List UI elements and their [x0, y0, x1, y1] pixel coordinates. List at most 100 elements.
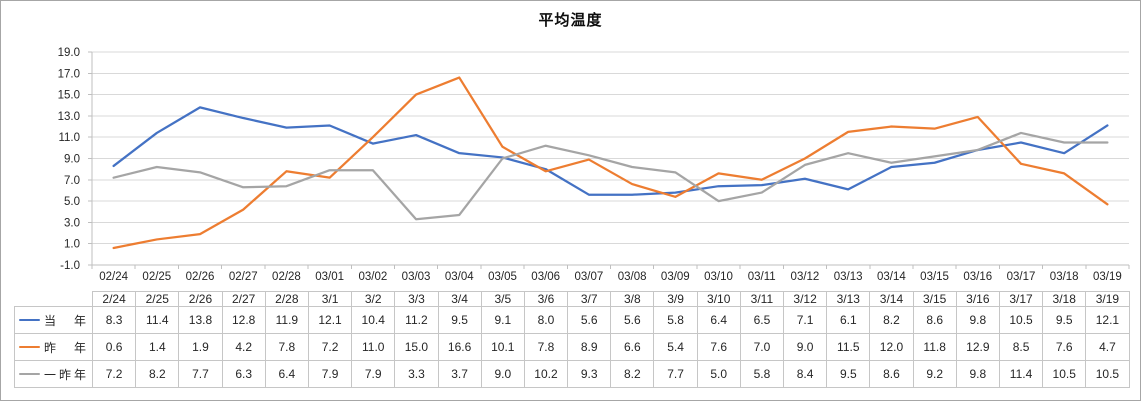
- table-col-header: 3/10: [696, 291, 741, 307]
- table-cell: 7.6: [696, 333, 741, 361]
- y-axis-label: -1.0: [60, 260, 80, 272]
- table-cell: 10.2: [523, 360, 569, 388]
- y-axis-label: 9.0: [64, 154, 80, 166]
- table-cell: 10.1: [480, 333, 525, 361]
- table-cell: 16.6: [437, 333, 482, 361]
- table-cell: 0.6: [91, 333, 137, 361]
- x-axis-label: 03/11: [748, 271, 776, 283]
- table-cell: 8.6: [912, 306, 957, 334]
- table-col-header: 3/2: [351, 291, 396, 307]
- table-col-header: 2/27: [221, 291, 266, 307]
- table-col-header: 2/28: [264, 291, 309, 307]
- table-col-header: 2/26: [178, 291, 223, 307]
- table-col-header: 3/15: [912, 291, 957, 307]
- x-axis-label: 02/26: [186, 271, 215, 283]
- table-cell: 11.4: [135, 306, 180, 334]
- line-chart-plot: 19.0 17.0 15.0 13.0 11.0 9.0 7.0 5.0 3.0 1.0 -1.0 0…: [58, 47, 1130, 283]
- table-col-header: 3/3: [394, 291, 439, 307]
- table-cell: 3.7: [437, 360, 482, 388]
- table-header-row: 2/24 2/25 2/26 2/27 2/28 3/1 3/2 3/3 3/4 3/5 3/6 3/…: [14, 291, 1130, 307]
- table-cell: 11.0: [351, 333, 396, 361]
- table-cell: 5.4: [653, 333, 698, 361]
- legend-cell: 当年: [14, 306, 93, 334]
- table-cell: 3.3: [394, 360, 439, 388]
- table-cell: 8.9: [567, 333, 612, 361]
- table-cell: 7.9: [351, 360, 396, 388]
- table-col-header: 3/7: [567, 291, 612, 307]
- chart-data-table: 2/24 2/25 2/26 2/27 2/28 3/1 3/2 3/3 3/4 3/5 3/6 3/…: [14, 291, 1130, 388]
- table-cell: 8.3: [91, 306, 137, 334]
- table-col-header: 3/12: [782, 291, 828, 307]
- legend-key-line: [19, 372, 40, 376]
- table-cell: 7.8: [264, 333, 309, 361]
- x-axis-label: 02/27: [229, 271, 258, 283]
- y-axis-label: 19.0: [58, 47, 80, 59]
- y-axis-label: 7.0: [64, 175, 80, 187]
- table-cell: 6.3: [221, 360, 266, 388]
- table-cell: 6.4: [696, 306, 741, 334]
- x-axis-label: 03/06: [531, 271, 560, 283]
- chart-title: 平均温度: [538, 12, 603, 29]
- x-axis-label: 02/24: [99, 271, 128, 283]
- x-axis-label: 03/05: [488, 271, 517, 283]
- table-cell: 4.7: [1085, 333, 1130, 361]
- table-cell: 15.0: [394, 333, 439, 361]
- table-cell: 7.8: [523, 333, 569, 361]
- x-axis-label: 02/28: [272, 271, 301, 283]
- legend-label: 当年: [44, 313, 86, 328]
- table-col-header: 3/8: [610, 291, 655, 307]
- x-axis-label: 03/03: [402, 271, 431, 283]
- table-col-header: 3/19: [1085, 291, 1130, 307]
- table-cell: 9.0: [782, 333, 828, 361]
- table-col-header: 3/6: [523, 291, 569, 307]
- y-axis-label: 5.0: [64, 196, 80, 208]
- legend-label: 昨年: [44, 340, 86, 355]
- table-cell: 4.2: [221, 333, 266, 361]
- legend-label: 一昨年: [44, 367, 86, 382]
- series-line-last-year: [112, 76, 1109, 250]
- table-cell: 9.8: [955, 360, 1000, 388]
- table-cell: 8.5: [998, 333, 1044, 361]
- table-cell: 8.0: [523, 306, 569, 334]
- table-corner-cell: [14, 291, 93, 307]
- y-axis-label: 15.0: [58, 90, 80, 102]
- table-col-header: 3/13: [826, 291, 871, 307]
- table-cell: 9.0: [480, 360, 525, 388]
- table-cell: 6.4: [264, 360, 309, 388]
- table-cell: 5.6: [610, 306, 655, 334]
- table-col-header: 3/5: [480, 291, 525, 307]
- table-col-header: 3/9: [653, 291, 698, 307]
- table-cell: 8.6: [869, 360, 914, 388]
- x-axis-label: 03/15: [920, 271, 949, 283]
- x-axis-label: 03/09: [661, 271, 690, 283]
- table-cell: 12.8: [221, 306, 266, 334]
- table-cell: 7.6: [1042, 333, 1087, 361]
- x-axis-label: 03/04: [445, 271, 474, 283]
- legend-cell: 昨年: [14, 333, 93, 361]
- table-col-header: 3/17: [998, 291, 1044, 307]
- table-cell: 13.8: [178, 306, 223, 334]
- y-axis-label: 17.0: [58, 68, 80, 80]
- x-axis-label: 03/16: [963, 271, 992, 283]
- table-cell: 1.4: [135, 333, 180, 361]
- table-cell: 5.8: [739, 360, 785, 388]
- table-row-two-years-ago: 一昨年 7.2 8.2 7.7 6.3 6.4 7.9 7.9 3.3 3.7 9.0 10.2 9.3…: [14, 360, 1130, 388]
- table-cell: 8.2: [135, 360, 180, 388]
- legend-cell: 一昨年: [14, 360, 93, 388]
- table-col-header: 3/18: [1042, 291, 1087, 307]
- table-cell: 11.4: [998, 360, 1044, 388]
- y-axis-label: 1.0: [64, 239, 80, 251]
- table-cell: 10.5: [998, 306, 1044, 334]
- table-cell: 9.1: [480, 306, 525, 334]
- table-cell: 6.6: [610, 333, 655, 361]
- table-cell: 8.2: [610, 360, 655, 388]
- x-axis-label: 03/07: [575, 271, 604, 283]
- table-cell: 11.5: [826, 333, 871, 361]
- legend-key-line: [19, 345, 40, 349]
- table-col-header: 3/1: [307, 291, 353, 307]
- table-cell: 7.2: [307, 333, 353, 361]
- table-cell: 5.0: [696, 360, 741, 388]
- x-axis-label: 03/08: [618, 271, 647, 283]
- table-cell: 8.2: [869, 306, 914, 334]
- table-cell: 9.5: [826, 360, 871, 388]
